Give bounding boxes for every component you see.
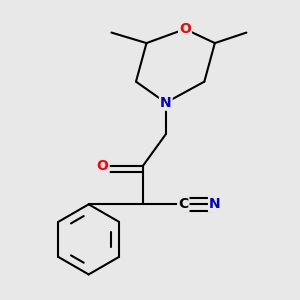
Text: O: O: [97, 159, 109, 173]
Text: O: O: [179, 22, 191, 36]
Text: C: C: [178, 197, 188, 211]
Text: N: N: [209, 197, 221, 211]
Text: N: N: [160, 96, 172, 110]
